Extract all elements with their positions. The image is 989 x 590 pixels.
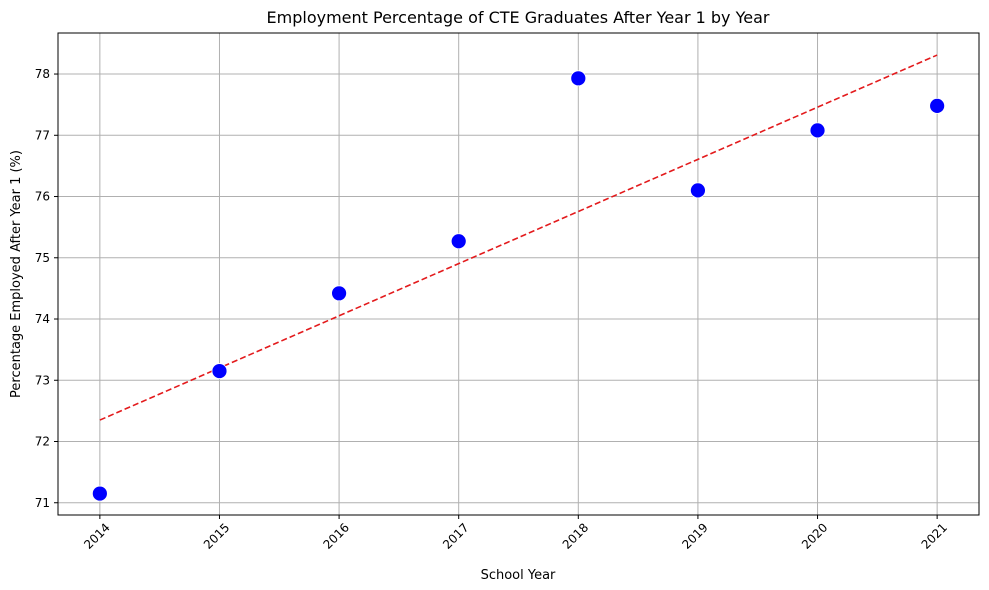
y-tick-label: 73 <box>35 373 50 387</box>
y-tick-label: 77 <box>35 128 50 142</box>
y-tick-label: 78 <box>35 67 50 81</box>
points-layer <box>91 70 946 502</box>
chart-title: Employment Percentage of CTE Graduates A… <box>267 8 770 27</box>
data-point <box>690 182 706 199</box>
grid-layer <box>58 33 979 515</box>
y-tick-label: 75 <box>35 251 50 265</box>
x-tick-label: 2019 <box>679 520 710 551</box>
x-ticks: 2014 2015 2016 2017 2018 2019 2020 2021 <box>81 515 950 552</box>
x-tick-label: 2016 <box>321 520 352 551</box>
y-tick-label: 71 <box>35 496 50 510</box>
data-point <box>809 122 826 139</box>
y-tick-label: 74 <box>35 312 50 326</box>
trend-layer <box>99 54 938 421</box>
x-axis-label: School Year <box>481 568 556 583</box>
data-point <box>331 285 347 302</box>
x-tick-label: 2020 <box>799 520 830 551</box>
data-point <box>929 97 946 114</box>
x-tick-label: 2017 <box>440 520 471 551</box>
data-point <box>91 485 108 502</box>
data-point <box>211 363 228 379</box>
data-point <box>570 70 587 87</box>
trend-line <box>99 54 938 421</box>
y-axis-label: Percentage Employed After Year 1 (%) <box>9 150 24 398</box>
plot-frame <box>57 32 980 516</box>
x-tick-label: 2015 <box>201 520 232 551</box>
x-tick-label: 2018 <box>560 520 591 551</box>
y-ticks: 71 72 73 74 75 76 77 78 <box>35 67 58 510</box>
x-tick-label: 2014 <box>81 520 112 551</box>
data-point <box>450 233 467 250</box>
y-tick-label: 76 <box>35 190 50 204</box>
y-tick-label: 72 <box>35 435 50 449</box>
x-tick-label: 2021 <box>919 520 950 551</box>
